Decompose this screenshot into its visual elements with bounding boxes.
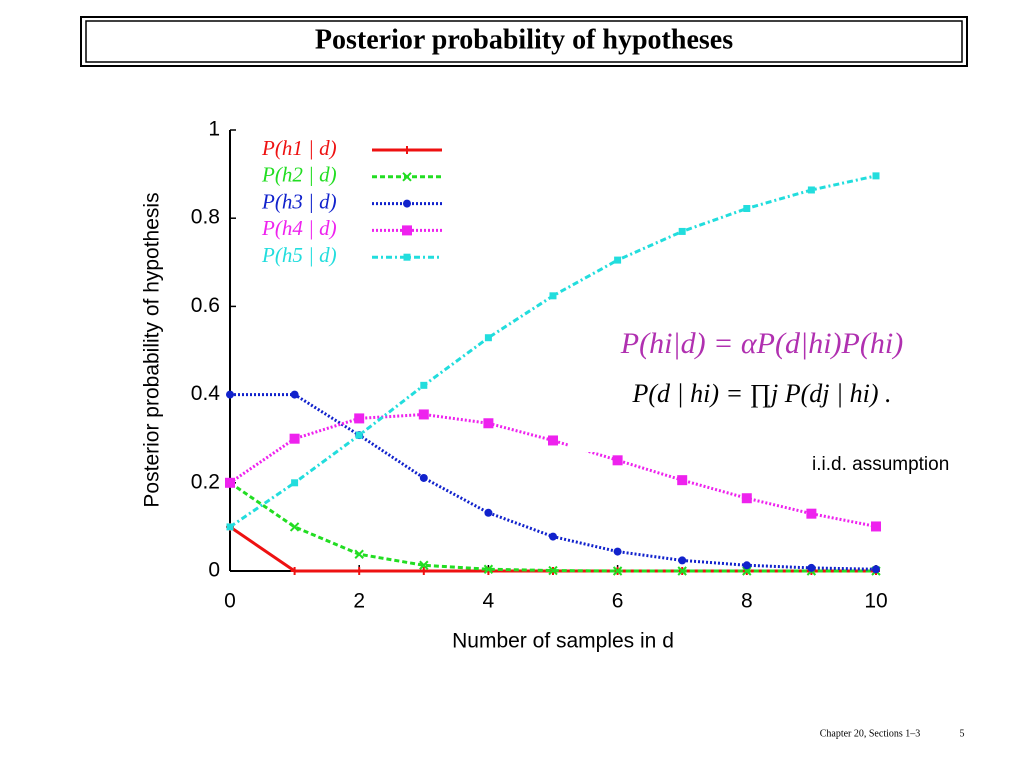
marker (742, 566, 752, 576)
marker (289, 433, 300, 444)
marker (355, 431, 363, 439)
marker (420, 381, 428, 389)
marker (612, 455, 623, 466)
x-tick-label: 10 (864, 590, 887, 613)
marker (403, 199, 411, 208)
marker (403, 253, 411, 261)
x-tick-label: 8 (741, 590, 753, 613)
marker (678, 227, 686, 235)
marker (548, 565, 558, 576)
marker (419, 560, 429, 570)
marker (484, 334, 492, 342)
formula-bayes: P(hi|d) = αP(d|hi)P(hi) (620, 327, 903, 360)
footer-section: Chapter 20, Sections 1–3 (820, 728, 921, 739)
y-tick-label: 1 (208, 118, 220, 141)
marker (419, 567, 428, 575)
marker (872, 565, 880, 574)
marker (402, 225, 412, 236)
marker (548, 435, 558, 446)
y-tick-label: 0.2 (191, 470, 220, 493)
marker (355, 567, 364, 575)
marker (484, 508, 493, 517)
x-tick-label: 4 (483, 590, 495, 613)
marker (354, 549, 364, 559)
marker (418, 409, 429, 420)
y-tick-label: 0.4 (191, 382, 221, 405)
marker (549, 292, 557, 300)
marker (226, 523, 234, 531)
marker (677, 566, 687, 576)
marker (614, 256, 622, 264)
marker (419, 473, 428, 482)
marker (483, 564, 494, 574)
marker (741, 493, 752, 504)
y-axis-label: Posterior probability of hypothesis (141, 192, 164, 507)
marker (290, 567, 299, 575)
legend-label: P(h4 | d) (261, 216, 337, 240)
x-tick-label: 6 (612, 590, 624, 613)
x-tick-label: 0 (224, 590, 236, 613)
marker (871, 521, 881, 532)
legend-label: P(h1 | d) (261, 136, 337, 160)
y-tick-label: 0.6 (191, 294, 220, 317)
x-tick-label: 2 (353, 590, 365, 613)
marker (806, 508, 817, 519)
marker (290, 390, 299, 399)
x-axis-label: Number of samples in d (452, 630, 674, 653)
marker (403, 146, 411, 154)
marker (483, 418, 494, 429)
title: Posterior probability of hypotheses (315, 24, 733, 55)
marker (226, 390, 234, 399)
marker (612, 566, 623, 576)
legend-label: P(h2 | d) (261, 163, 337, 187)
footer-page: 5 (960, 728, 965, 739)
marker (743, 204, 751, 212)
marker (807, 563, 816, 572)
y-tick-label: 0.8 (191, 206, 220, 229)
marker (549, 532, 557, 541)
annotation: i.i.d. assumption (812, 454, 949, 475)
formula-iid: P(d | hi) = ∏j P(dj | hi) . (631, 379, 891, 408)
marker (291, 479, 299, 487)
marker (678, 556, 687, 565)
series-line (229, 481, 876, 573)
marker (807, 186, 815, 194)
marker (225, 477, 235, 488)
marker (354, 413, 365, 424)
title-frame (80, 16, 968, 67)
marker (289, 522, 300, 532)
marker (742, 561, 751, 570)
marker (677, 475, 688, 486)
y-tick-label: 0 (208, 559, 220, 582)
marker (402, 172, 412, 182)
legend-label: P(h3 | d) (261, 189, 337, 213)
marker (872, 172, 880, 180)
title-frame-inner (85, 20, 963, 63)
formula-backdrop (568, 318, 960, 452)
legend-label: P(h5 | d) (261, 243, 337, 267)
marker (613, 547, 622, 556)
